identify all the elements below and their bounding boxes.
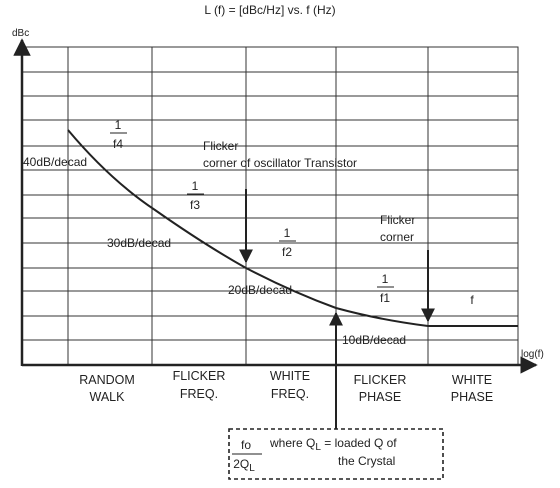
dashed-box [228,428,444,480]
fraction-denominator: f4 [113,137,123,151]
region-label-line1: RANDOM [79,373,135,387]
fraction-numerator: 1 [115,118,122,132]
fraction-numerator: 1 [382,272,389,286]
segment-f1: 1 f1 10dB/decad [342,272,406,347]
grid [21,46,519,366]
grid-border [21,46,519,366]
region-label-line1: WHITE [452,373,492,387]
phase-noise-curve [67,129,518,327]
segment-f-label: f [470,293,474,307]
slope-label: 30dB/decad [107,236,171,250]
annotation-line2: corner [380,230,414,244]
annotation-line1: Flicker [380,213,415,227]
slope-label: 40dB/decad [23,155,87,169]
segment-f3: 1 f3 30dB/decad [107,179,204,250]
fraction-numerator: fo [241,438,251,452]
slope-label: 20dB/decad [228,283,292,297]
region-label-line2: FREQ. [180,387,218,401]
flicker-corner-annotation: Flicker corner [380,213,435,323]
segment-f2: 1 f2 20dB/decad [228,226,296,297]
loaded-q-line2: the Crystal [338,454,395,468]
x-axis-label: log(f) [521,349,544,360]
fraction-denominator: 2QL [233,457,255,474]
fraction-denominator: f3 [190,198,200,212]
region-labels: RANDOM WALK FLICKER FREQ. WHITE FREQ. FL… [79,369,493,404]
flicker-transistor-annotation: Flicker corner of oscillator Transistor [203,139,357,264]
annotation-line2: corner of oscillator Transistor [203,156,357,170]
fraction-numerator: 1 [192,179,199,193]
region-label-line2: FREQ. [271,387,309,401]
region-label-line2: PHASE [451,390,493,404]
fraction-numerator: 1 [284,226,291,240]
loaded-q-box: fo 2QL where QL = loaded Q of the Crysta… [228,428,444,480]
diagram-title: L (f) = [dBc/Hz] vs. f (Hz) [204,3,335,17]
region-label-line1: FLICKER [173,369,226,383]
segment-f4: 1 f4 40dB/decad [23,118,127,169]
slope-label: 10dB/decad [342,333,406,347]
region-label-line2: WALK [90,390,126,404]
loaded-q-line1: where QL = loaded Q of [269,436,397,453]
region-label-line1: WHITE [270,369,310,383]
fraction-denominator: f2 [282,245,292,259]
y-axis-label: dBc [12,28,29,39]
region-label-line2: PHASE [359,390,401,404]
region-label-line1: FLICKER [354,373,407,387]
fraction-denominator: f1 [380,291,390,305]
annotation-line1: Flicker [203,139,238,153]
